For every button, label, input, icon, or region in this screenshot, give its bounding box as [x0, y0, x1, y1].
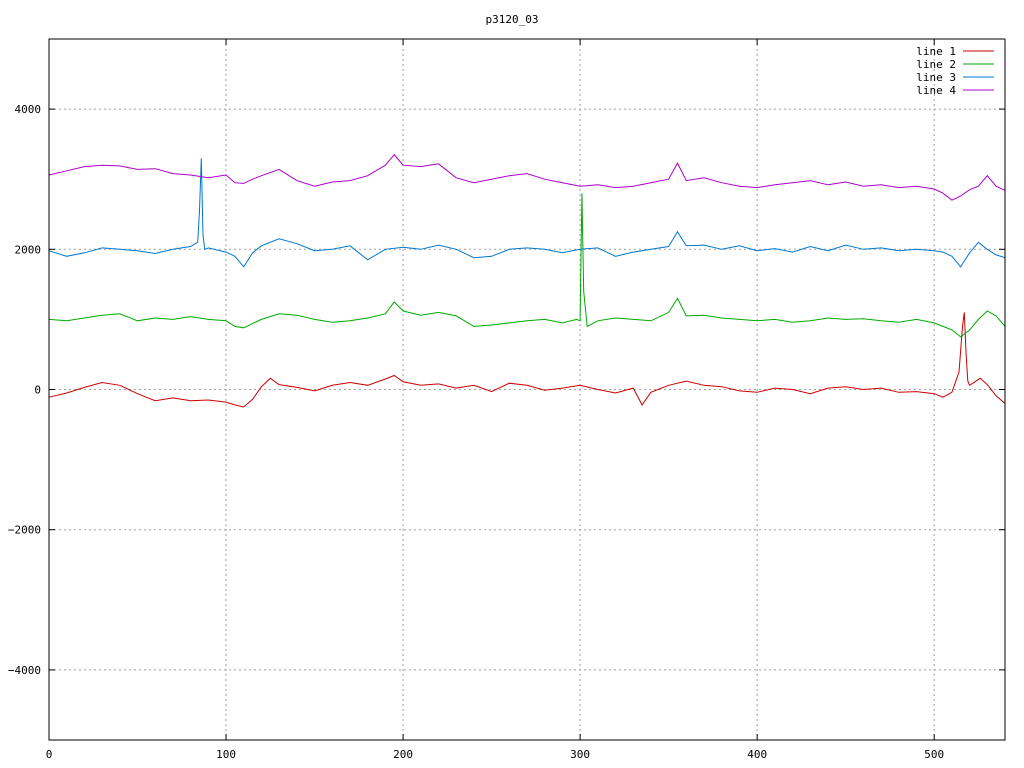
x-tick-label: 400: [747, 748, 767, 761]
y-tick-label: 4000: [15, 103, 42, 116]
chart-title: p3120_03: [486, 13, 539, 26]
y-tick-label: −4000: [8, 664, 41, 677]
legend-label: line 2: [916, 58, 956, 71]
x-tick-label: 300: [570, 748, 590, 761]
series-group: [48, 153, 1006, 408]
series-line-3: [48, 158, 1006, 268]
x-tick-label: 100: [216, 748, 236, 761]
x-tick-label: 200: [393, 748, 413, 761]
x-tick-label: 0: [46, 748, 53, 761]
y-tick-label: 2000: [15, 243, 42, 256]
series-line-2: [48, 193, 1006, 338]
legend-label: line 4: [916, 84, 956, 97]
series-line-4: [48, 153, 1006, 201]
grid: [49, 39, 1005, 740]
axis-ticks: 0 100 200 300 400 500 −4000 −2000 0 2000 4000: [8, 39, 1005, 761]
y-tick-label: −2000: [8, 524, 41, 537]
series-line-1: [48, 312, 1006, 408]
y-tick-label: 0: [34, 384, 41, 397]
legend-label: line 1: [916, 45, 956, 58]
legend-label: line 3: [916, 71, 956, 84]
x-tick-label: 500: [924, 748, 944, 761]
